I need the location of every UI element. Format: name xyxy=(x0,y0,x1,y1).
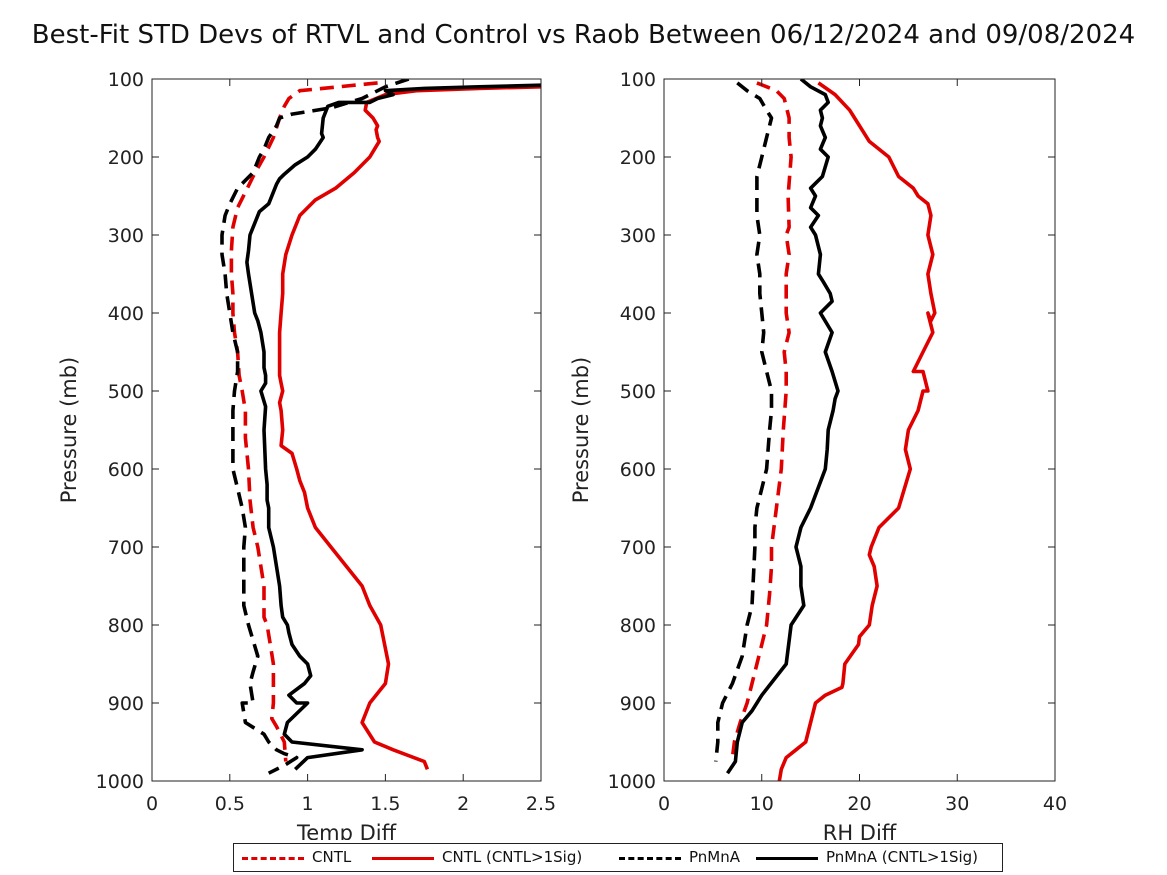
rh-series-line-1 xyxy=(777,81,937,781)
rh-ytick-label: 900 xyxy=(620,693,656,715)
rh-x-axis-label: RH Diff xyxy=(823,821,897,840)
temp-ytick-label: 700 xyxy=(108,537,144,559)
temp-xtick-label: 0 xyxy=(146,793,158,815)
temp-series-group xyxy=(220,79,541,775)
legend-line-pnmna-sig xyxy=(756,857,818,860)
temp-series-line-1 xyxy=(277,85,541,770)
temp-ytick-label: 300 xyxy=(108,225,144,247)
rh-ytick-label: 300 xyxy=(620,225,656,247)
chart-title: Best-Fit STD Devs of RTVL and Control vs… xyxy=(31,20,1136,50)
temp-ytick-label: 1000 xyxy=(96,771,144,793)
rh-xtick-label: 20 xyxy=(847,793,871,815)
temp-x-axis-label: Temp Diff xyxy=(296,821,397,840)
rh-ytick-label: 1000 xyxy=(608,771,656,793)
temp-xtick-label: 2 xyxy=(457,793,469,815)
legend-line-pnmna xyxy=(619,857,681,860)
rh-y-axis-label: Pressure (mb) xyxy=(569,357,593,504)
rh-series-line-2 xyxy=(714,81,774,762)
temp-ytick-label: 400 xyxy=(108,303,144,325)
rh-xtick-label: 40 xyxy=(1043,793,1067,815)
rh-ytick-label: 800 xyxy=(620,615,656,637)
temp-ytick-label: 800 xyxy=(108,615,144,637)
rh-ytick-label: 200 xyxy=(620,147,656,169)
rh-ytick-label: 500 xyxy=(620,381,656,403)
rh-axes-box xyxy=(663,78,1056,782)
rh-xtick-label: 0 xyxy=(658,793,670,815)
legend: CNTL CNTL (CNTL>1Sig) PnMnA PnMnA (CNTL>… xyxy=(233,843,1003,872)
rh-series-line-3 xyxy=(726,79,840,775)
legend-label-pnmna: PnMnA xyxy=(689,848,740,866)
temp-ytick-label: 900 xyxy=(108,693,144,715)
rh-ytick-label: 600 xyxy=(620,459,656,481)
legend-line-cntl xyxy=(242,857,304,860)
temp-axes-box xyxy=(151,78,542,782)
temp-ytick-label: 500 xyxy=(108,381,144,403)
temp-xtick-label: 0.5 xyxy=(215,793,245,815)
temp-xtick-label: 1.5 xyxy=(370,793,400,815)
legend-label-cntl-sig: CNTL (CNTL>1Sig) xyxy=(442,848,583,866)
temp-ytick-label: 200 xyxy=(108,147,144,169)
rh-series-group xyxy=(714,79,937,781)
rh-xtick-label: 10 xyxy=(750,793,774,815)
temp-xtick-label: 1 xyxy=(302,793,314,815)
temp-ytick-label: 600 xyxy=(108,459,144,481)
temp-y-axis-label: Pressure (mb) xyxy=(57,357,81,504)
temp-series-line-2 xyxy=(220,79,410,775)
legend-label-cntl: CNTL xyxy=(312,848,352,866)
temp-ytick-label: 100 xyxy=(108,69,144,91)
rh-ytick-label: 100 xyxy=(620,69,656,91)
rh-ytick-label: 400 xyxy=(620,303,656,325)
legend-line-cntl-sig xyxy=(372,857,434,860)
temp-xtick-label: 2.5 xyxy=(526,793,556,815)
legend-label-pnmna-sig: PnMnA (CNTL>1Sig) xyxy=(826,848,979,866)
rh-ytick-label: 700 xyxy=(620,537,656,559)
rh-series-line-0 xyxy=(730,81,793,758)
rh-xtick-label: 30 xyxy=(945,793,969,815)
temp-series-line-3 xyxy=(245,83,541,771)
